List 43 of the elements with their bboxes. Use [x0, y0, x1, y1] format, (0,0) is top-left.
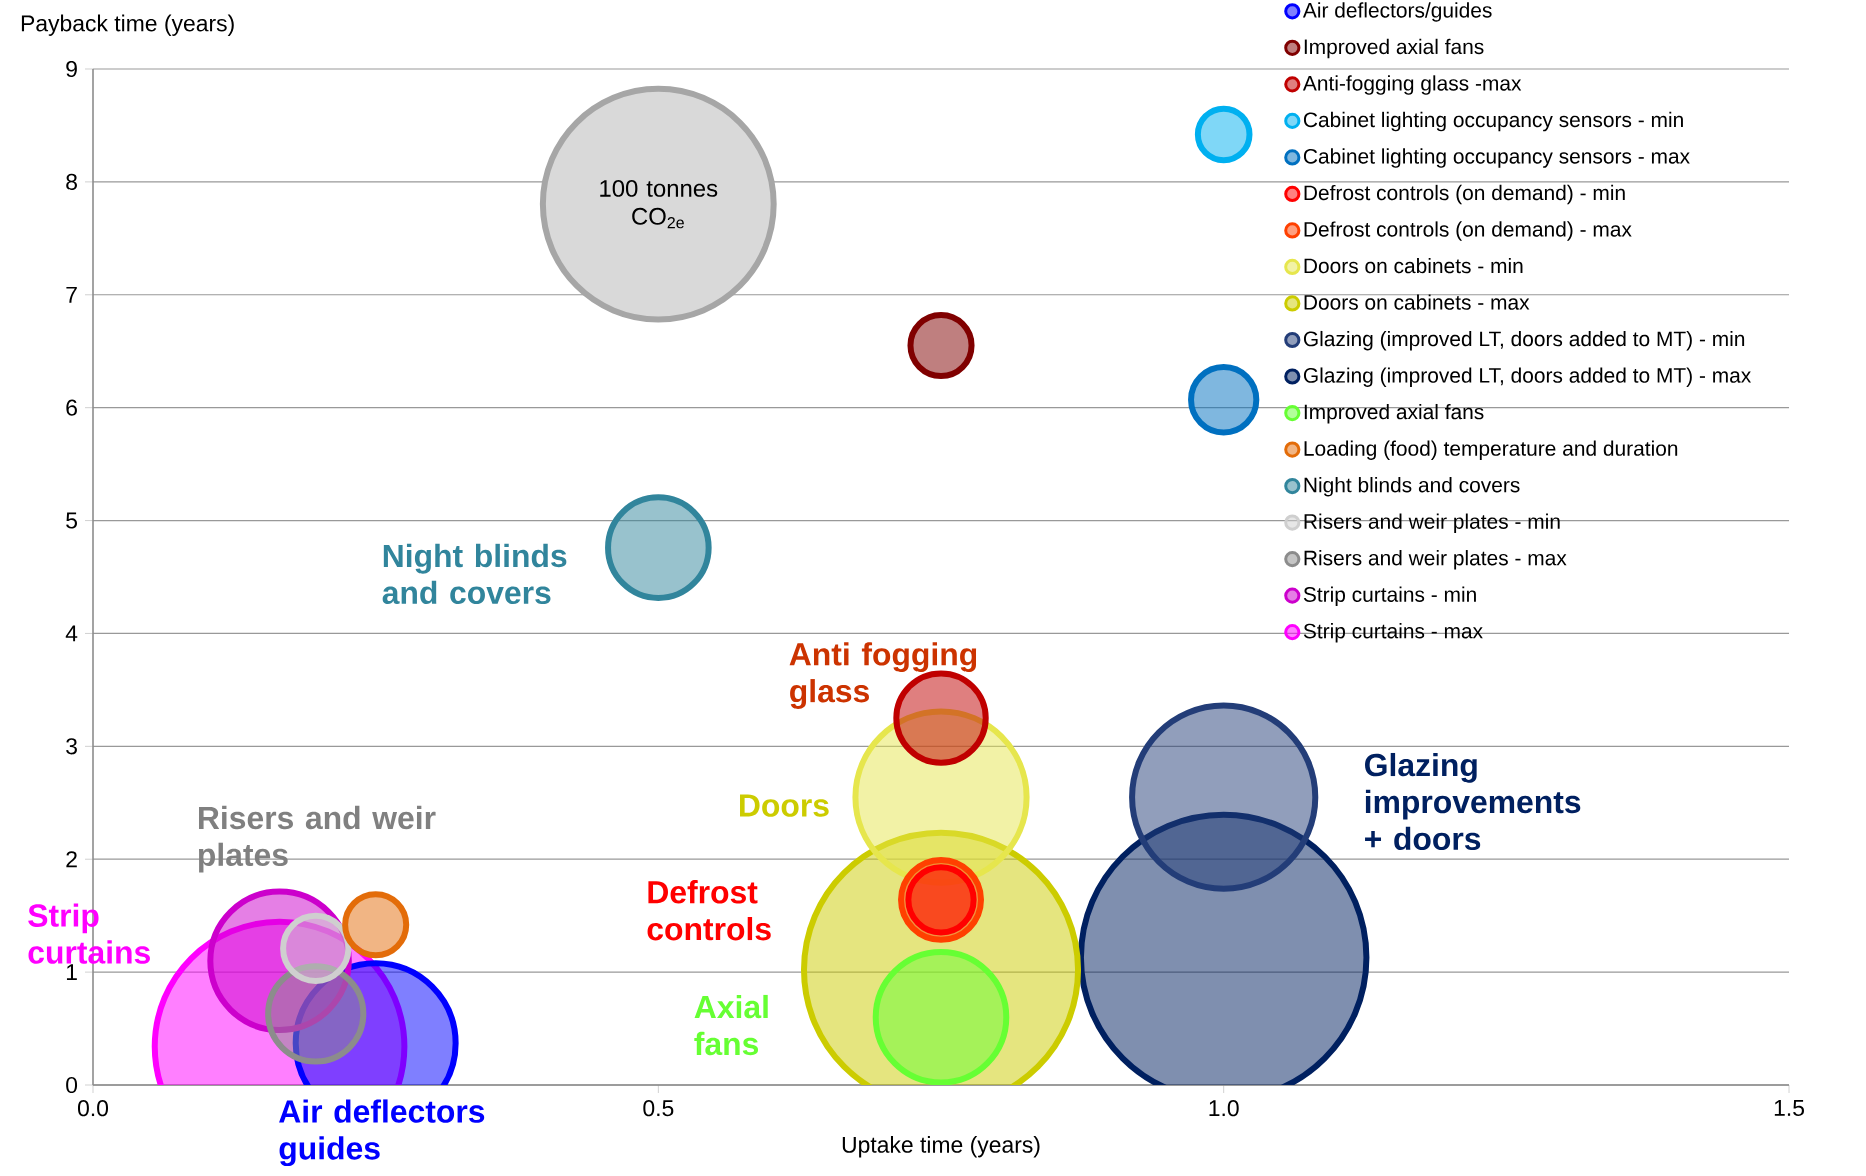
y-tick-label: 9 [66, 60, 77, 78]
y-axis-title: Payback time (years) [21, 14, 234, 36]
y-tick-label: 5 [66, 512, 77, 529]
annotation: Anti fogging glass [789, 642, 977, 709]
y-tick-label: 4 [65, 625, 78, 642]
annotation: Doors [740, 794, 829, 817]
legend-label: Improved axial fans [1304, 38, 1484, 59]
legend-label: Doors on cabinets - min [1304, 257, 1523, 274]
annotation: Defrost controls [647, 880, 771, 941]
y-tick-label: 1 [66, 964, 77, 980]
y-tick-label: 7 [66, 286, 77, 303]
x-tick-label: 1.0 [1209, 1100, 1239, 1117]
legend-label: Risers and weir plates - min [1304, 513, 1560, 534]
legend-label: Cabinet lighting occupancy sensors - max [1303, 148, 1690, 168]
annotation: Night blinds and covers [382, 543, 567, 605]
legend-label: Cabinet lighting occupancy sensors - min [1303, 111, 1683, 132]
legend-label: Loading (food) temperature and duration [1304, 440, 1678, 460]
legend-label: Strip curtains - min [1303, 586, 1476, 607]
legend-label: Doors on cabinets - max [1304, 294, 1530, 310]
legend-label: Anti-fogging glass -max [1302, 75, 1522, 95]
y-tick-label: 3 [66, 738, 77, 755]
y-tick-label: 0 [66, 1076, 78, 1094]
y-tick-label: 6 [66, 399, 77, 416]
legend-label: Strip curtains - max [1303, 623, 1483, 643]
annotation: Strip curtains [28, 903, 150, 964]
legend-label: Defrost controls (on demand) - max [1304, 221, 1632, 241]
annotation: Glazing improvements + doors [1365, 752, 1581, 851]
x-tick-label: 0.0 [77, 1100, 109, 1117]
x-axis-title: Uptake time (years) [842, 1136, 1040, 1158]
x-tick-label: 0.5 [643, 1100, 674, 1117]
legend-label: Glazing (improved LT, doors added to MT) - min [1303, 330, 1745, 351]
text: Air deflectors guides [279, 1099, 485, 1167]
y-tick-label: 2 [66, 851, 77, 868]
y-tick-label: 8 [66, 173, 77, 190]
legend-label: Risers and weir plates - max [1304, 550, 1567, 570]
legend-label: Defrost controls (on demand) - min [1304, 184, 1625, 205]
legend-label: Glazing (improved LT, doors added to MT) - max [1303, 367, 1752, 387]
legend-label: Night blinds and covers [1304, 477, 1520, 497]
annotation: Axial fans [694, 994, 768, 1056]
legend-label: 100 tonnes CO$_{2e}$ [600, 179, 718, 229]
legend-label: Improved axial fans [1304, 403, 1484, 424]
x-tick-label: 1.5 [1774, 1100, 1804, 1117]
legend-label: Air deflectors/guides [1302, 2, 1492, 22]
